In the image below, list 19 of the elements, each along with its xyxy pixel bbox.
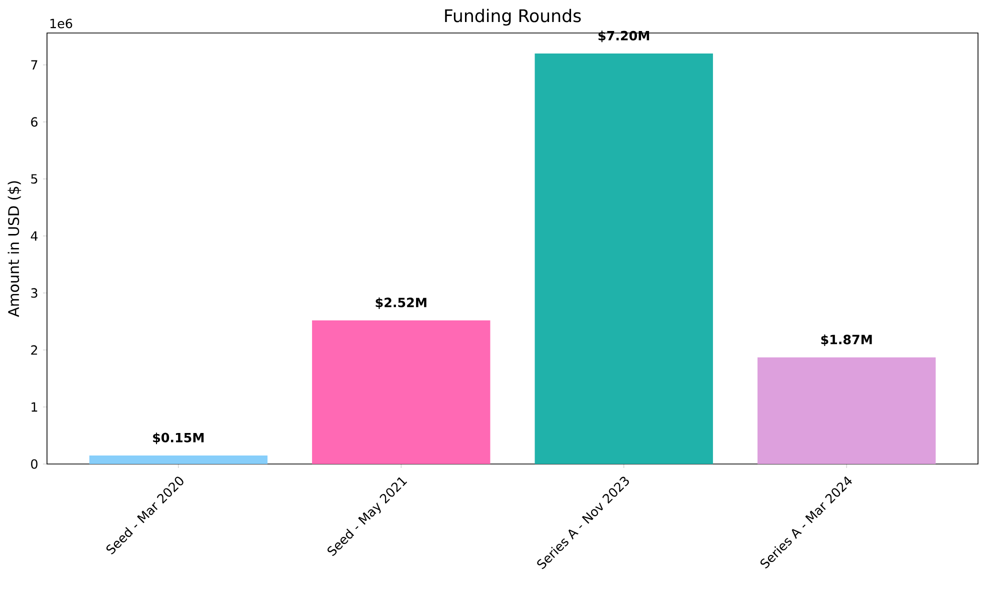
y-axis-title: Amount in USD ($) [8, 181, 22, 317]
y-tick-label: 6 [31, 117, 38, 127]
y-tick-label: 3 [31, 288, 38, 298]
text: 1e6 [50, 18, 72, 28]
y-tick-label: 2 [31, 345, 38, 355]
bar [758, 357, 936, 464]
bar [312, 320, 490, 464]
y-tick-label: 7 [31, 60, 38, 70]
y-tick-label: 1 [32, 402, 38, 412]
bar [534, 54, 713, 464]
bar [89, 455, 268, 464]
data-label: $7.20M [598, 30, 650, 42]
y-tick-label: 4 [30, 231, 38, 241]
data-label: $0.15M [153, 432, 204, 444]
chart-title: Funding Rounds [445, 8, 581, 26]
y-tick-label: 5 [31, 174, 38, 184]
data-label: $2.52M [376, 297, 426, 309]
data-label: $1.87M [821, 334, 872, 346]
y-tick-label: 0 [31, 459, 38, 469]
